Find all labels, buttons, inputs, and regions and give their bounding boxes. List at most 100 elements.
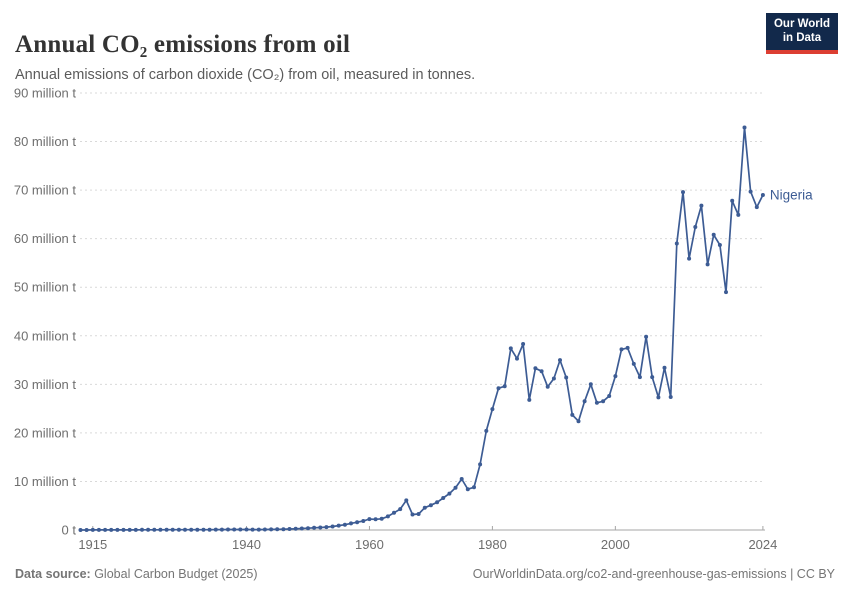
data-point[interactable]	[478, 462, 483, 467]
data-point[interactable]	[121, 527, 126, 532]
data-point[interactable]	[502, 384, 507, 389]
data-point[interactable]	[582, 399, 587, 404]
data-point[interactable]	[754, 205, 759, 210]
data-point[interactable]	[650, 375, 655, 380]
data-point[interactable]	[687, 256, 692, 261]
data-point[interactable]	[588, 382, 593, 387]
data-point[interactable]	[637, 375, 642, 380]
data-point[interactable]	[644, 334, 649, 339]
data-point[interactable]	[103, 527, 108, 532]
data-point[interactable]	[594, 400, 599, 405]
data-point[interactable]	[564, 375, 569, 380]
data-point[interactable]	[717, 243, 722, 247]
data-point[interactable]	[392, 510, 396, 515]
data-point[interactable]	[742, 125, 747, 130]
data-point[interactable]	[293, 526, 298, 531]
data-point[interactable]	[336, 523, 341, 528]
data-point[interactable]	[558, 358, 562, 363]
data-point[interactable]	[330, 524, 335, 529]
data-point[interactable]	[545, 384, 550, 389]
data-point[interactable]	[312, 525, 317, 530]
data-point[interactable]	[625, 345, 630, 350]
data-point[interactable]	[306, 526, 310, 531]
data-point[interactable]	[96, 527, 101, 532]
data-point[interactable]	[465, 487, 470, 492]
data-point[interactable]	[213, 527, 218, 532]
data-point[interactable]	[379, 516, 384, 521]
data-point[interactable]	[158, 527, 163, 532]
data-point[interactable]	[656, 395, 661, 400]
data-point[interactable]	[275, 527, 280, 532]
data-point[interactable]	[232, 527, 237, 532]
data-point[interactable]	[416, 512, 421, 516]
data-point[interactable]	[410, 512, 415, 517]
data-point[interactable]	[219, 527, 224, 532]
data-point[interactable]	[613, 374, 618, 379]
data-point[interactable]	[662, 365, 667, 370]
data-point[interactable]	[262, 527, 267, 532]
data-point[interactable]	[127, 527, 132, 532]
data-point[interactable]	[705, 262, 710, 267]
data-point[interactable]	[287, 527, 292, 531]
data-point[interactable]	[244, 527, 249, 532]
data-point[interactable]	[133, 527, 138, 532]
data-point[interactable]	[361, 519, 366, 523]
data-point[interactable]	[404, 498, 409, 503]
data-point[interactable]	[441, 496, 446, 500]
data-point[interactable]	[90, 527, 95, 532]
data-point[interactable]	[207, 527, 212, 532]
data-point[interactable]	[78, 528, 83, 532]
data-point[interactable]	[748, 189, 753, 194]
data-point[interactable]	[711, 232, 716, 237]
data-point[interactable]	[724, 290, 728, 295]
data-point[interactable]	[428, 503, 433, 508]
data-point[interactable]	[730, 198, 735, 203]
data-point[interactable]	[299, 526, 304, 531]
data-point[interactable]	[459, 477, 464, 481]
data-point[interactable]	[527, 397, 532, 402]
data-point[interactable]	[551, 376, 556, 381]
data-point[interactable]	[281, 527, 286, 532]
data-point[interactable]	[373, 517, 378, 522]
data-point[interactable]	[355, 520, 360, 525]
data-point[interactable]	[490, 407, 495, 412]
data-point[interactable]	[84, 528, 89, 532]
data-point[interactable]	[601, 399, 606, 404]
data-point[interactable]	[576, 419, 581, 424]
data-point[interactable]	[342, 522, 347, 527]
data-point[interactable]	[619, 347, 624, 352]
data-point[interactable]	[447, 491, 452, 496]
data-point[interactable]	[183, 527, 187, 532]
data-point[interactable]	[760, 193, 765, 197]
data-point[interactable]	[176, 527, 181, 532]
data-point[interactable]	[539, 369, 544, 374]
data-point[interactable]	[607, 394, 612, 398]
data-point[interactable]	[422, 505, 427, 510]
data-point[interactable]	[453, 485, 458, 490]
data-point[interactable]	[115, 527, 120, 532]
data-point[interactable]	[398, 507, 403, 512]
data-point[interactable]	[367, 517, 372, 522]
data-point[interactable]	[508, 346, 513, 351]
data-point[interactable]	[570, 412, 575, 417]
license-link[interactable]: OurWorldinData.org/co2-and-greenhouse-ga…	[472, 567, 835, 581]
data-point[interactable]	[674, 241, 679, 246]
owid-logo[interactable]: Our World in Data	[765, 13, 838, 54]
data-point[interactable]	[109, 527, 114, 532]
data-point[interactable]	[318, 525, 323, 530]
data-point[interactable]	[349, 521, 353, 526]
data-point[interactable]	[533, 366, 538, 371]
data-point[interactable]	[226, 527, 230, 532]
data-line-nigeria[interactable]	[79, 126, 764, 531]
data-point[interactable]	[631, 361, 636, 366]
data-point[interactable]	[164, 527, 169, 532]
data-point[interactable]	[256, 527, 261, 532]
data-point[interactable]	[146, 527, 151, 532]
data-point[interactable]	[515, 356, 519, 361]
data-point[interactable]	[269, 527, 274, 532]
data-point[interactable]	[201, 527, 206, 532]
data-point[interactable]	[496, 386, 501, 391]
data-point[interactable]	[170, 527, 175, 532]
data-point[interactable]	[521, 342, 526, 346]
data-point[interactable]	[668, 395, 673, 399]
